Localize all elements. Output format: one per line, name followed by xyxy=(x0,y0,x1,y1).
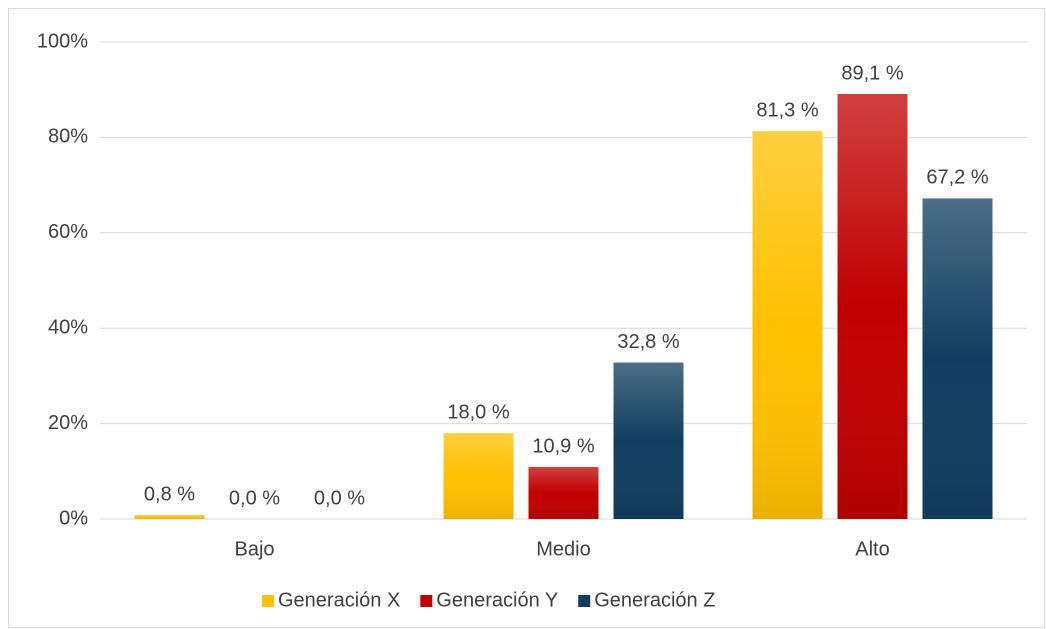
y-tick-label: 40% xyxy=(48,316,88,338)
y-tick-label: 80% xyxy=(48,126,88,148)
legend-swatch xyxy=(262,595,274,607)
data-label: 0,0 % xyxy=(229,487,280,509)
data-label: 10,9 % xyxy=(532,435,594,457)
y-tick-label: 60% xyxy=(48,221,88,243)
y-tick-label: 20% xyxy=(48,412,88,434)
bar xyxy=(613,362,684,519)
bar xyxy=(752,131,823,519)
bar xyxy=(134,515,205,519)
data-label: 32,8 % xyxy=(617,331,679,353)
x-tick-label: Medio xyxy=(536,538,590,560)
legend-label: Generación X xyxy=(278,589,400,611)
data-label: 89,1 % xyxy=(841,62,903,84)
bar xyxy=(922,198,993,519)
x-tick-label: Bajo xyxy=(234,538,274,560)
bar xyxy=(837,93,908,520)
data-label: 18,0 % xyxy=(447,401,509,423)
legend-label: Generación Y xyxy=(436,589,558,611)
legend-swatch xyxy=(420,595,433,607)
data-label: 0,0 % xyxy=(314,487,365,509)
y-tick-label: 100% xyxy=(37,30,88,52)
legend-label: Generación Z xyxy=(594,589,715,611)
data-label: 0,8 % xyxy=(144,483,195,505)
data-label: 81,3 % xyxy=(756,99,818,121)
x-tick-label: Alto xyxy=(855,538,889,560)
bar xyxy=(528,467,599,519)
data-label: 67,2 % xyxy=(926,167,988,189)
legend-swatch xyxy=(578,595,591,607)
chart-border xyxy=(8,8,1045,628)
y-tick-label: 0% xyxy=(59,507,88,529)
bar xyxy=(443,433,514,519)
